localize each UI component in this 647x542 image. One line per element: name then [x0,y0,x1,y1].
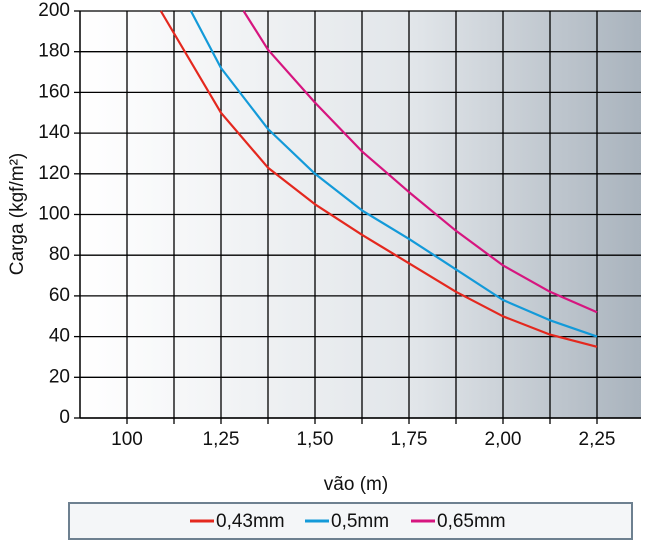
legend-label: 0,5mm [331,511,389,532]
legend-box [68,502,633,540]
x-tick-label: 1,25 [203,429,240,450]
y-tick-label: 120 [38,163,70,184]
x-tick-label: 1,75 [391,429,428,450]
legend-label: 0,65mm [437,511,506,532]
data-line [242,10,598,314]
x-axis-label: vão (m) [324,474,388,495]
x-tick-label: 100 [111,429,143,450]
y-tick-label: 200 [38,0,70,21]
y-tick-label: 140 [38,122,70,143]
y-tick-label: 40 [49,326,70,347]
x-tick-label: 2,00 [485,429,522,450]
legend-label: 0,43mm [216,511,285,532]
y-tick-label: 100 [38,204,70,225]
y-tick-label: 80 [49,244,70,265]
y-tick-label: 60 [49,285,70,306]
data-line [189,10,598,338]
data-line [159,10,598,348]
y-tick-label: 0 [59,407,70,428]
y-tick-label: 20 [49,366,70,387]
y-axis-label: Carga (kgf/m²) [7,153,28,275]
x-tick-label: 1,50 [297,429,334,450]
y-tick-label: 160 [38,81,70,102]
y-tick-label: 180 [38,41,70,62]
x-tick-label: 2,25 [579,429,616,450]
